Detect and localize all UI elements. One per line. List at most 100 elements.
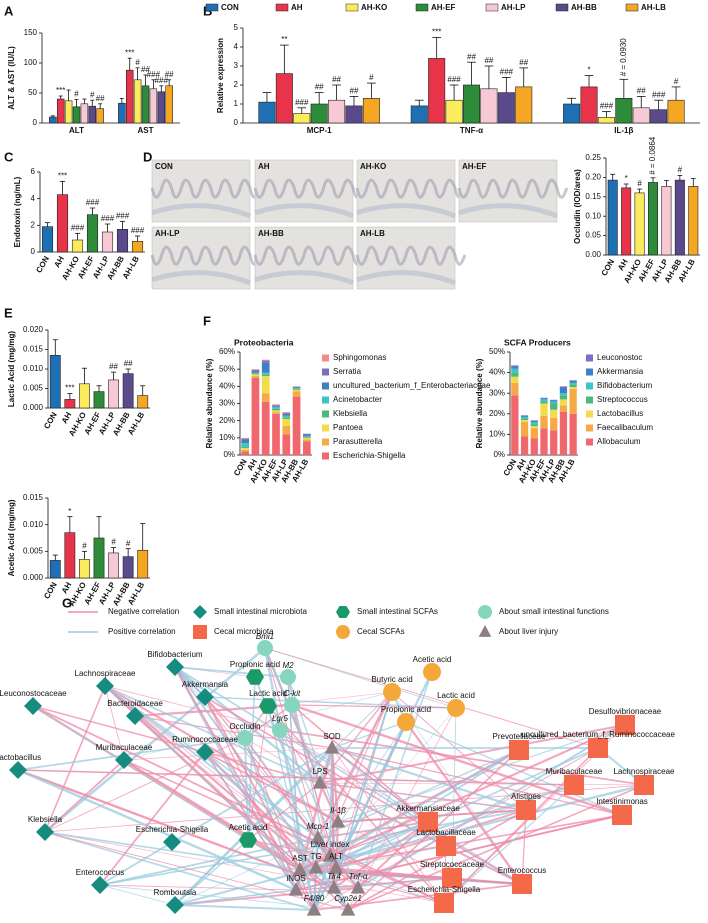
node-label: Liver index (311, 840, 350, 849)
bar-segment (303, 439, 311, 442)
node-label: Acetic acid (229, 823, 268, 832)
node-label: Lactic acid (437, 691, 475, 700)
correlation-edge (319, 782, 527, 811)
bar (122, 373, 134, 409)
y-tick-label: 0.00 (585, 250, 601, 259)
bar (615, 98, 633, 124)
network-node (292, 862, 308, 876)
bar-segment (241, 446, 249, 449)
bar (345, 105, 363, 124)
node-label: LPS (312, 767, 327, 776)
y-tick-label: 0.010 (23, 520, 44, 529)
correlation-edge (174, 904, 315, 911)
y-tick-label: 30% (219, 399, 235, 408)
bar-segment (292, 387, 301, 389)
bar-segment (520, 416, 529, 419)
network-node (196, 743, 214, 761)
bar (56, 194, 69, 253)
legend-label: About small intestinal functions (499, 607, 609, 616)
network-node (423, 663, 441, 681)
bar-segment (550, 409, 558, 418)
y-tick-label: 1 (234, 99, 239, 108)
legend-label: Negative correlation (108, 607, 179, 616)
bar-segment (530, 424, 538, 427)
chart-title: Proteobacteria (234, 337, 294, 347)
bar-segment (550, 403, 558, 410)
annotation: ## (315, 83, 324, 92)
correlation-edge (443, 747, 599, 904)
correlation-edge (174, 666, 289, 678)
correlation-edge (104, 685, 359, 889)
annotation: ## (332, 75, 341, 84)
bar (71, 239, 84, 253)
bar-segment (241, 449, 249, 452)
node-label: Intestinimonas (596, 797, 648, 806)
tissue (253, 245, 365, 266)
bar (72, 106, 81, 124)
bar (79, 383, 90, 409)
bar-segment (540, 397, 548, 399)
network-node (516, 800, 536, 820)
correlation-edge (335, 867, 445, 904)
bar (607, 179, 618, 256)
y-tick-label: 20% (219, 416, 235, 425)
y-axis-label: Relative expression (216, 38, 225, 113)
annotation: # (674, 77, 679, 86)
bar (49, 355, 61, 409)
legend-swatch (415, 3, 429, 12)
bar-segment (550, 430, 558, 455)
y-tick-label: 2 (234, 80, 239, 89)
bar-segment (261, 376, 270, 394)
bar-segment (303, 436, 311, 437)
correlation-edge (99, 884, 349, 911)
correlation-edge (357, 724, 626, 889)
bar (64, 100, 73, 124)
bar (131, 241, 144, 253)
legend-swatch (625, 3, 639, 12)
correlation-edge (104, 685, 321, 784)
network-node (24, 697, 42, 715)
panel-letter: D (143, 149, 152, 164)
annotation: # = 0.0864 (648, 136, 657, 175)
correlation-edge (17, 768, 297, 892)
y-tick-label: 0.10 (585, 211, 601, 220)
node-label: Tnf-α (349, 872, 368, 881)
annotation: ### (116, 211, 130, 220)
bar-segment (282, 415, 291, 418)
tissue (254, 270, 354, 286)
correlation-edge (32, 705, 321, 784)
bar (64, 399, 76, 409)
bar (563, 103, 581, 124)
correlation-edge (44, 831, 349, 911)
x-tick-label: AH (60, 410, 74, 425)
legend-label: Small intestinal microbiota (214, 607, 307, 616)
correlation-edge (174, 666, 206, 698)
bar-segment (540, 401, 548, 404)
network-node (564, 775, 584, 795)
annotation: ### (131, 226, 145, 235)
correlation-edge (174, 666, 315, 911)
legend-swatch (322, 382, 329, 390)
y-tick-label: 2 (31, 220, 36, 229)
tissue (254, 203, 354, 219)
correlation-edge (32, 705, 445, 904)
legend-label: Akkermansia (597, 367, 644, 376)
correlation-edge (291, 704, 429, 823)
bar-segment (511, 366, 519, 369)
legend-label: Cecal SCFAs (357, 627, 405, 636)
correlation-edge (44, 831, 315, 911)
legend-swatch (586, 396, 593, 404)
correlation-edge (204, 696, 301, 871)
bar (515, 86, 533, 124)
network-node (326, 880, 342, 894)
correlation-edge (391, 691, 527, 811)
correlation-edge (291, 703, 623, 817)
network-node (512, 874, 532, 894)
legend-label: Streptococcus (597, 395, 648, 404)
node-label: Propionic acid (381, 705, 431, 714)
y-tick-label: 0.020 (23, 325, 44, 334)
annotation: * (625, 174, 628, 183)
node-label: uncultured_bacterium_f_Ruminococcaceae (521, 730, 675, 739)
node-label: Cyp2e1 (334, 894, 362, 903)
node-label: Lgr5 (272, 714, 289, 723)
